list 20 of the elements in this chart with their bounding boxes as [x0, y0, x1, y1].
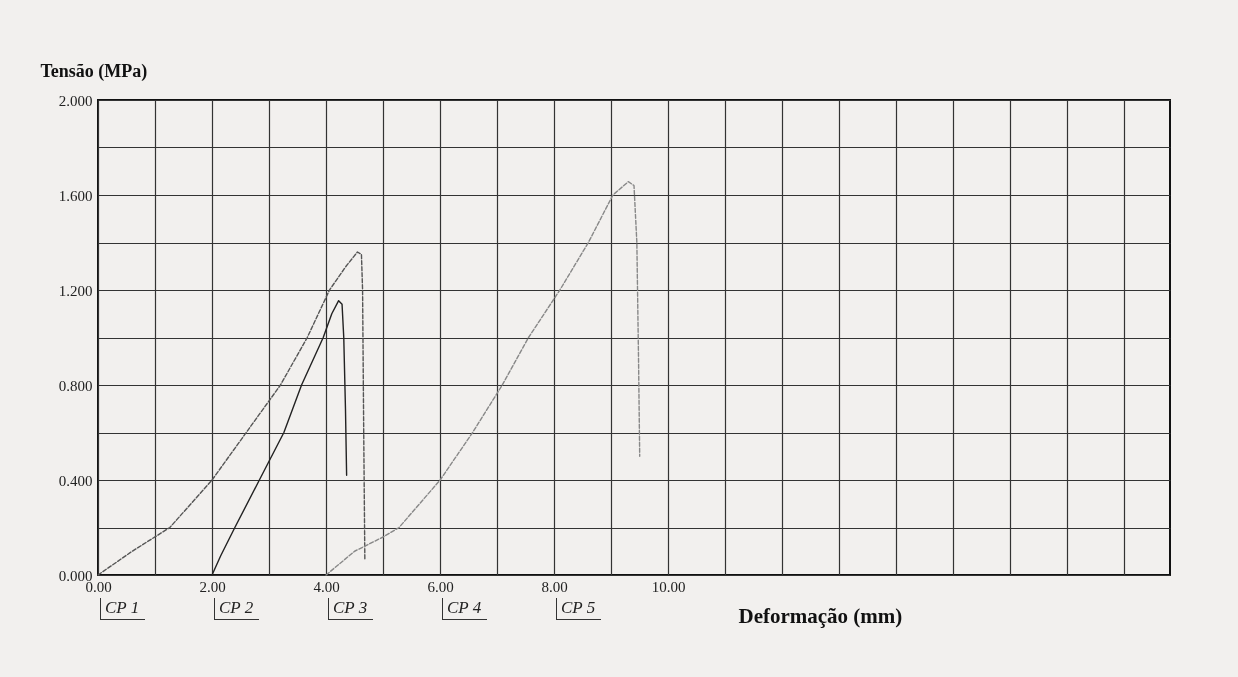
y-tick-label: 2.000	[58, 92, 93, 109]
text: CP 4	[442, 598, 488, 620]
x-tick-label: 8.00	[541, 578, 568, 595]
text: CP 5	[556, 598, 602, 620]
y-tick-label: 0.400	[58, 472, 93, 489]
y-tick-label: 1.200	[58, 282, 93, 299]
x-tick-label: 2.00	[199, 578, 226, 595]
text: CP 2	[214, 598, 260, 620]
text: CP 1	[100, 598, 146, 620]
text: CP 3	[328, 598, 374, 620]
y-tick-label: 1.600	[58, 187, 93, 204]
x-tick-label: 10.00	[651, 578, 686, 595]
line-series	[211, 299, 348, 576]
x-tick-label: 6.00	[427, 578, 454, 595]
x-tick-label: 4.00	[313, 578, 340, 595]
x-axis-title: Deformação (mm)	[738, 603, 903, 628]
line-series	[325, 181, 641, 576]
line-series	[97, 251, 366, 576]
y-tick-label: 0.800	[58, 377, 93, 394]
y-axis-title: Tensão (MPa)	[40, 60, 148, 82]
